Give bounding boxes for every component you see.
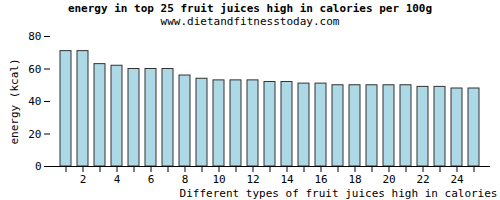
svg-text:Different types of fruit juice: Different types of fruit juices high in … [180, 187, 498, 200]
svg-text:14: 14 [280, 173, 294, 186]
svg-text:40: 40 [28, 95, 41, 108]
svg-text:20: 20 [382, 173, 395, 186]
svg-text:2: 2 [80, 173, 87, 186]
svg-text:22: 22 [416, 173, 429, 186]
svg-text:12: 12 [246, 173, 259, 186]
svg-text:energy (kcal): energy (kcal) [8, 58, 21, 144]
svg-text:4: 4 [114, 173, 121, 186]
svg-text:80: 80 [28, 30, 41, 43]
svg-text:20: 20 [28, 128, 41, 141]
svg-text:6: 6 [148, 173, 155, 186]
svg-text:10: 10 [212, 173, 225, 186]
svg-text:18: 18 [348, 173, 361, 186]
html-text:www.dietandfitnesstoday.com: www.dietandfitnesstoday.com [160, 15, 340, 28]
html-text:energy in top 25 fruit juices: energy in top 25 fruit juices high in ca… [67, 2, 433, 15]
svg-text:8: 8 [182, 173, 189, 186]
svg-text:60: 60 [28, 63, 41, 76]
svg-text:16: 16 [314, 173, 327, 186]
svg-text:0: 0 [35, 160, 42, 173]
svg-text:24: 24 [450, 173, 464, 186]
